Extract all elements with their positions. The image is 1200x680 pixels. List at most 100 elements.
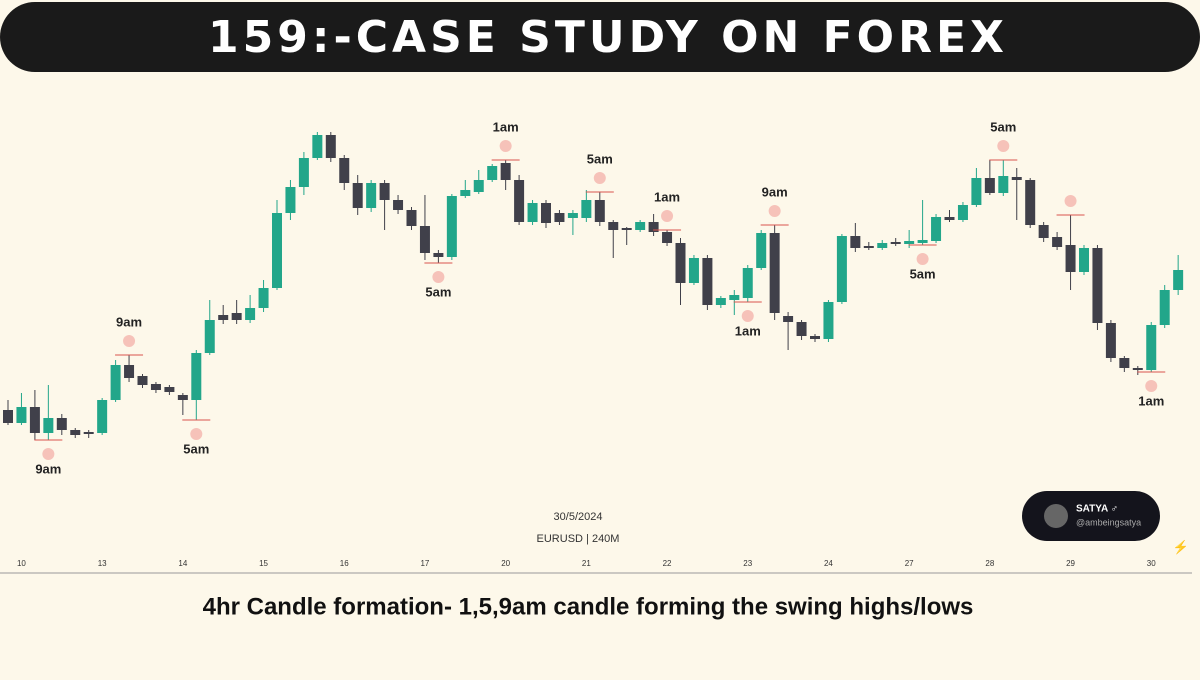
candle-body — [272, 213, 282, 288]
candle-body — [608, 222, 619, 230]
flash-icon: ⚡ — [1173, 539, 1189, 555]
candle-body — [729, 295, 740, 300]
annotation-label: 5am — [990, 119, 1016, 134]
annotation-label: 9am — [762, 184, 788, 199]
candle-body — [1119, 358, 1130, 368]
candle-body — [998, 176, 1009, 193]
x-tick-label: 24 — [824, 559, 833, 568]
candle-body — [83, 432, 94, 434]
candle-body — [258, 288, 269, 308]
candle-body — [16, 407, 27, 423]
swing-marker — [42, 448, 55, 460]
candle-body — [810, 336, 820, 339]
candle-body — [514, 180, 525, 222]
candle-body — [285, 187, 296, 213]
annotation-label: 5am — [910, 266, 936, 281]
title-bar — [0, 2, 1200, 72]
badge-handle: @ambeingsatya — [1076, 517, 1141, 527]
candle-body — [796, 322, 807, 336]
x-tick-label: 10 — [17, 559, 26, 568]
candle-body — [675, 243, 686, 283]
x-tick-label: 28 — [985, 559, 994, 568]
candle-body — [581, 200, 592, 218]
annotation-label: 1am — [493, 119, 519, 134]
candle-body — [836, 236, 847, 302]
candle-body — [554, 213, 565, 222]
candle-body — [863, 246, 874, 248]
candle-body — [971, 178, 982, 205]
symbol-label: EURUSD | 240M — [537, 533, 620, 545]
candle-body — [715, 298, 726, 305]
x-tick-label: 29 — [1066, 559, 1075, 568]
candle-body — [877, 243, 888, 248]
candle-body — [1146, 325, 1157, 370]
swing-marker — [1064, 195, 1077, 207]
x-tick-label: 13 — [98, 559, 107, 568]
annotation-label: 5am — [587, 151, 613, 166]
candle-body — [487, 166, 498, 180]
candle-body — [931, 217, 942, 241]
candle-body — [177, 395, 188, 400]
x-tick-label: 20 — [501, 559, 510, 568]
candle-body — [567, 213, 578, 218]
candle-body — [97, 400, 108, 433]
candle-body — [783, 316, 794, 322]
swing-marker — [499, 140, 512, 152]
candle-body — [1025, 180, 1036, 225]
candle-body — [366, 183, 377, 208]
candle-body — [218, 315, 229, 320]
annotation-label: 5am — [425, 284, 451, 299]
candle-body — [164, 387, 175, 392]
swing-marker — [432, 271, 445, 283]
x-tick-label: 14 — [178, 559, 187, 568]
candle-body — [621, 228, 632, 230]
candle-body — [191, 353, 202, 400]
chart-title: 159:-CASE STUDY ON FOREX — [208, 12, 1008, 63]
candle-body — [635, 222, 646, 230]
candle-body — [245, 308, 256, 320]
candle-body — [137, 376, 148, 385]
swing-marker — [916, 253, 929, 265]
candle-body — [917, 240, 928, 243]
candle-body — [473, 180, 484, 192]
candle-body — [433, 253, 444, 257]
x-tick-label: 16 — [340, 559, 349, 568]
badge-avatar — [1044, 504, 1068, 528]
annotation-label: 9am — [116, 314, 142, 329]
swing-marker — [190, 428, 203, 440]
candle-body — [298, 158, 309, 187]
x-tick-label: 21 — [582, 559, 591, 568]
candle-body — [110, 365, 121, 400]
caption: 4hr Candle formation- 1,5,9am candle for… — [203, 593, 974, 620]
candle-body — [769, 233, 780, 313]
candle-body — [1011, 177, 1022, 180]
candle-body — [702, 258, 713, 305]
x-tick-label: 22 — [663, 559, 672, 568]
swing-marker — [661, 210, 674, 222]
annotation-label: 9am — [35, 461, 61, 476]
x-tick-label: 27 — [905, 559, 914, 568]
candle-body — [325, 135, 336, 158]
swing-marker — [741, 310, 754, 322]
candle-body — [1132, 368, 1143, 370]
annotation-label: 5am — [183, 441, 209, 456]
candle-body — [1105, 323, 1116, 358]
candle-body — [379, 183, 390, 200]
candle-body — [124, 365, 135, 378]
x-tick-label: 23 — [743, 559, 752, 568]
candle-body — [984, 178, 995, 193]
date-label: 30/5/2024 — [554, 511, 603, 523]
candle-body — [742, 268, 753, 298]
annotation-label: 1am — [735, 323, 761, 338]
candle-body — [527, 203, 538, 222]
candle-body — [231, 313, 242, 320]
x-tick-label: 17 — [420, 559, 429, 568]
candle-body — [594, 200, 605, 222]
candle-body — [823, 302, 834, 339]
candle-body — [890, 242, 901, 244]
candle-body — [850, 236, 861, 248]
candle-body — [688, 258, 699, 283]
candle-body — [500, 163, 511, 180]
